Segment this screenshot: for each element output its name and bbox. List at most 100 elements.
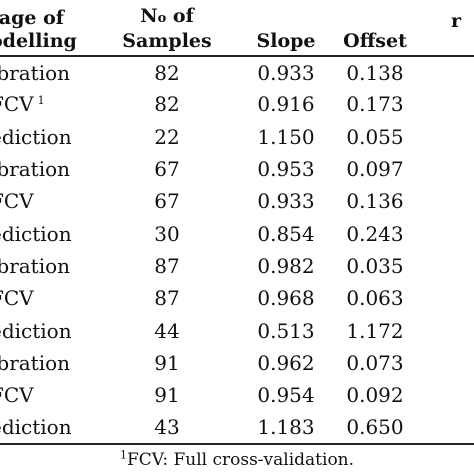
cell-n-samples: 30 — [154, 221, 180, 246]
cell-stage: FCV — [0, 282, 92, 314]
cell-extra — [420, 153, 474, 185]
cell-stage-text: ibration — [0, 350, 71, 375]
cell-slope: 1.183 — [257, 414, 315, 439]
table-row: ediction 43 1.183 0.650 — [0, 411, 474, 444]
cell-extra — [420, 379, 474, 411]
table-row: ediction 22 1.150 0.055 — [0, 121, 474, 153]
footnote: 1FCV: Full cross-validation. — [0, 448, 474, 472]
cell-stage-text: FCV — [0, 286, 34, 311]
cell-n-samples: 43 — [154, 414, 180, 439]
cell-extra — [420, 314, 474, 346]
cell-n-samples: 22 — [154, 124, 180, 149]
cell-stage: ediction — [0, 314, 92, 346]
cell-extra — [420, 347, 474, 379]
cell-slope: 0.933 — [257, 60, 315, 85]
cell-n-samples: 67 — [154, 189, 180, 214]
cell-n-samples: 82 — [154, 60, 180, 85]
header-extra: r — [450, 10, 461, 32]
cell-stage-text: ibration — [0, 253, 71, 278]
table-row: ibration 67 0.953 0.097 — [0, 153, 474, 185]
cell-stage-text: FCV — [0, 189, 34, 214]
cell-offset: 0.138 — [346, 60, 404, 85]
cell-n-samples: 44 — [154, 318, 180, 343]
cell-n-samples: 91 — [154, 383, 180, 408]
cell-stage-text: ibration — [0, 157, 71, 182]
cell-stage: ibration — [0, 250, 92, 282]
table-row: FCV 91 0.954 0.092 — [0, 379, 474, 411]
cell-stage: ediction — [0, 121, 92, 153]
cell-stage-text: ediction — [0, 414, 72, 439]
cell-stage-text: FCV — [0, 92, 34, 117]
cell-n-samples: 67 — [154, 157, 180, 182]
cell-slope: 0.513 — [257, 318, 315, 343]
table-row: ediction 44 0.513 1.172 — [0, 314, 474, 346]
cell-offset: 1.172 — [346, 318, 404, 343]
cell-slope: 0.962 — [257, 350, 315, 375]
cell-slope: 0.854 — [257, 221, 315, 246]
cell-stage: ibration — [0, 347, 92, 379]
table-header: tage of odelling No of Samples Slope Off… — [0, 2, 474, 56]
cell-offset: 0.055 — [346, 124, 404, 149]
cell-offset: 0.650 — [346, 414, 404, 439]
header-offset: Offset — [343, 30, 407, 52]
cell-extra — [420, 56, 474, 88]
cell-stage-text: ediction — [0, 221, 72, 246]
table-row: ediction 30 0.854 0.243 — [0, 217, 474, 249]
cell-offset: 0.243 — [346, 221, 404, 246]
table-row: FCV 67 0.933 0.136 — [0, 185, 474, 217]
cell-stage: FCV — [0, 185, 92, 217]
table-row: ibration 87 0.982 0.035 — [0, 250, 474, 282]
cell-slope: 0.968 — [257, 286, 315, 311]
cell-extra — [420, 282, 474, 314]
table-row: FCV1 82 0.916 0.173 — [0, 88, 474, 120]
cell-extra — [420, 121, 474, 153]
header-slope: Slope — [256, 30, 316, 52]
cell-slope: 0.916 — [257, 92, 315, 117]
cell-stage: FCV — [0, 379, 92, 411]
cell-n-samples: 82 — [154, 92, 180, 117]
footnote-marker: 1 — [119, 448, 127, 462]
cell-offset: 0.097 — [346, 157, 404, 182]
header-stage-line1: tage of — [0, 7, 64, 29]
cell-offset: 0.063 — [346, 286, 404, 311]
cell-stage-text: ibration — [0, 60, 71, 85]
cell-stage-text: ediction — [0, 318, 72, 343]
cell-stage: ibration — [0, 56, 92, 88]
results-table: tage of odelling No of Samples Slope Off… — [0, 2, 474, 445]
cell-offset: 0.092 — [346, 383, 404, 408]
table-row: ibration 82 0.933 0.138 — [0, 56, 474, 88]
header-n-line1: No of — [140, 5, 194, 27]
cell-stage: ibration — [0, 153, 92, 185]
cell-stage-text: ediction — [0, 124, 72, 149]
header-stage: tage of odelling — [0, 2, 92, 56]
cell-n-samples: 91 — [154, 350, 180, 375]
cell-offset: 0.173 — [346, 92, 404, 117]
cell-offset: 0.136 — [346, 189, 404, 214]
header-stage-line2: odelling — [0, 30, 77, 52]
cell-stage-footnote-marker: 1 — [37, 93, 45, 107]
footnote-text: FCV: Full cross-validation. — [126, 450, 355, 470]
cell-offset: 0.035 — [346, 253, 404, 278]
table-row: FCV 87 0.968 0.063 — [0, 282, 474, 314]
table-row: ibration 91 0.962 0.073 — [0, 347, 474, 379]
cell-slope: 1.150 — [257, 124, 315, 149]
cell-slope: 0.982 — [257, 253, 315, 278]
header-n-samples: No of Samples — [92, 2, 242, 56]
cell-extra — [420, 185, 474, 217]
cell-extra — [420, 88, 474, 120]
cell-stage: ediction — [0, 411, 92, 443]
cell-stage-text: FCV — [0, 383, 34, 408]
cell-offset: 0.073 — [346, 350, 404, 375]
cell-n-samples: 87 — [154, 253, 180, 278]
header-row: tage of odelling No of Samples Slope Off… — [0, 2, 474, 56]
header-n-line2: Samples — [122, 30, 212, 52]
cell-extra — [420, 411, 474, 443]
cell-slope: 0.954 — [257, 383, 315, 408]
cell-extra — [420, 250, 474, 282]
cell-stage: FCV1 — [0, 88, 92, 120]
cell-extra — [420, 217, 474, 249]
cell-stage: ediction — [0, 217, 92, 249]
cell-slope: 0.953 — [257, 157, 315, 182]
cell-slope: 0.933 — [257, 189, 315, 214]
